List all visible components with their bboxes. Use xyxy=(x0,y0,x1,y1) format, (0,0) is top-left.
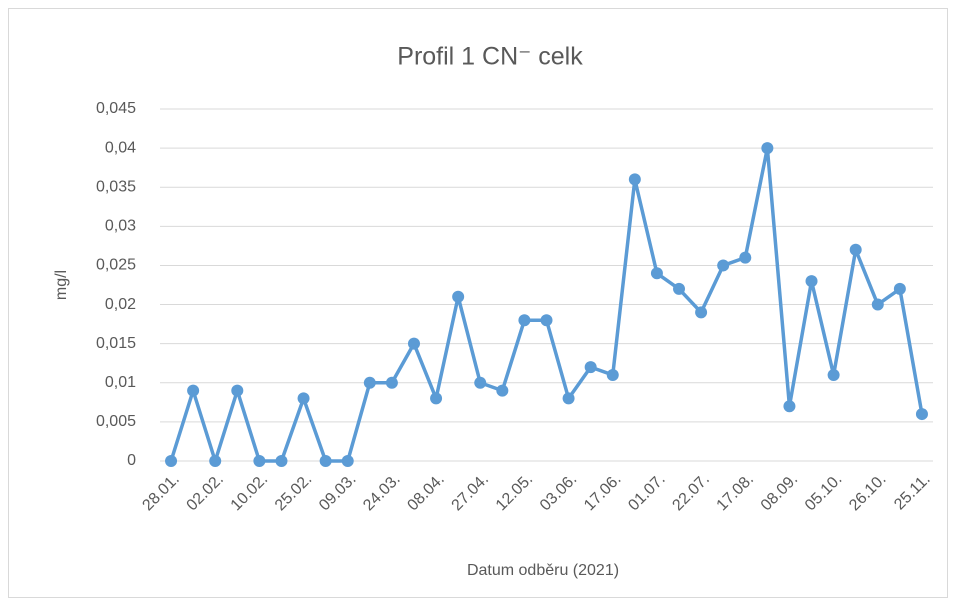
data-point xyxy=(496,384,509,397)
y-tick-label: 0,025 xyxy=(96,257,136,274)
data-point xyxy=(805,275,818,288)
data-point xyxy=(430,392,443,405)
data-point xyxy=(849,243,862,256)
y-tick-label: 0,01 xyxy=(105,374,136,391)
x-axis-title: Datum odběru (2021) xyxy=(467,562,619,579)
y-tick-label: 0,04 xyxy=(105,139,136,156)
data-point xyxy=(452,290,465,303)
data-point xyxy=(518,314,531,327)
data-point xyxy=(650,267,663,280)
data-point xyxy=(474,376,487,389)
data-point xyxy=(209,455,222,467)
y-tick-label: 0,005 xyxy=(96,413,136,430)
data-point xyxy=(540,314,553,327)
data-point xyxy=(231,384,244,397)
y-tick-label: 0,035 xyxy=(96,178,136,195)
data-point xyxy=(606,368,619,381)
data-point xyxy=(165,455,178,467)
data-point xyxy=(341,455,354,467)
data-point xyxy=(628,173,641,186)
data-point xyxy=(673,282,686,295)
data-point xyxy=(871,298,884,311)
data-point xyxy=(761,142,774,155)
data-point xyxy=(407,337,420,350)
data-point xyxy=(363,376,376,389)
data-point xyxy=(783,400,796,413)
data-point xyxy=(739,251,752,264)
y-tick-label: 0,02 xyxy=(105,296,136,313)
data-point xyxy=(253,455,266,467)
data-point xyxy=(584,361,597,374)
data-point xyxy=(187,384,200,397)
data-point xyxy=(915,408,928,421)
data-point xyxy=(297,392,310,405)
y-tick-label: 0,045 xyxy=(96,100,136,117)
data-point xyxy=(562,392,575,405)
chart-title: Profil 1 CN⁻ celk xyxy=(397,43,583,71)
data-point xyxy=(717,259,730,272)
y-tick-label: 0,015 xyxy=(96,335,136,352)
data-point xyxy=(893,282,906,295)
data-point xyxy=(275,455,288,467)
y-tick-label: 0,03 xyxy=(105,218,136,235)
data-point xyxy=(827,368,840,381)
y-tick-label: 0 xyxy=(127,452,136,469)
chart-border xyxy=(8,8,948,598)
data-point xyxy=(385,376,398,389)
data-point xyxy=(695,306,708,319)
data-point xyxy=(319,455,332,467)
y-axis-title: mg/l xyxy=(53,270,70,300)
